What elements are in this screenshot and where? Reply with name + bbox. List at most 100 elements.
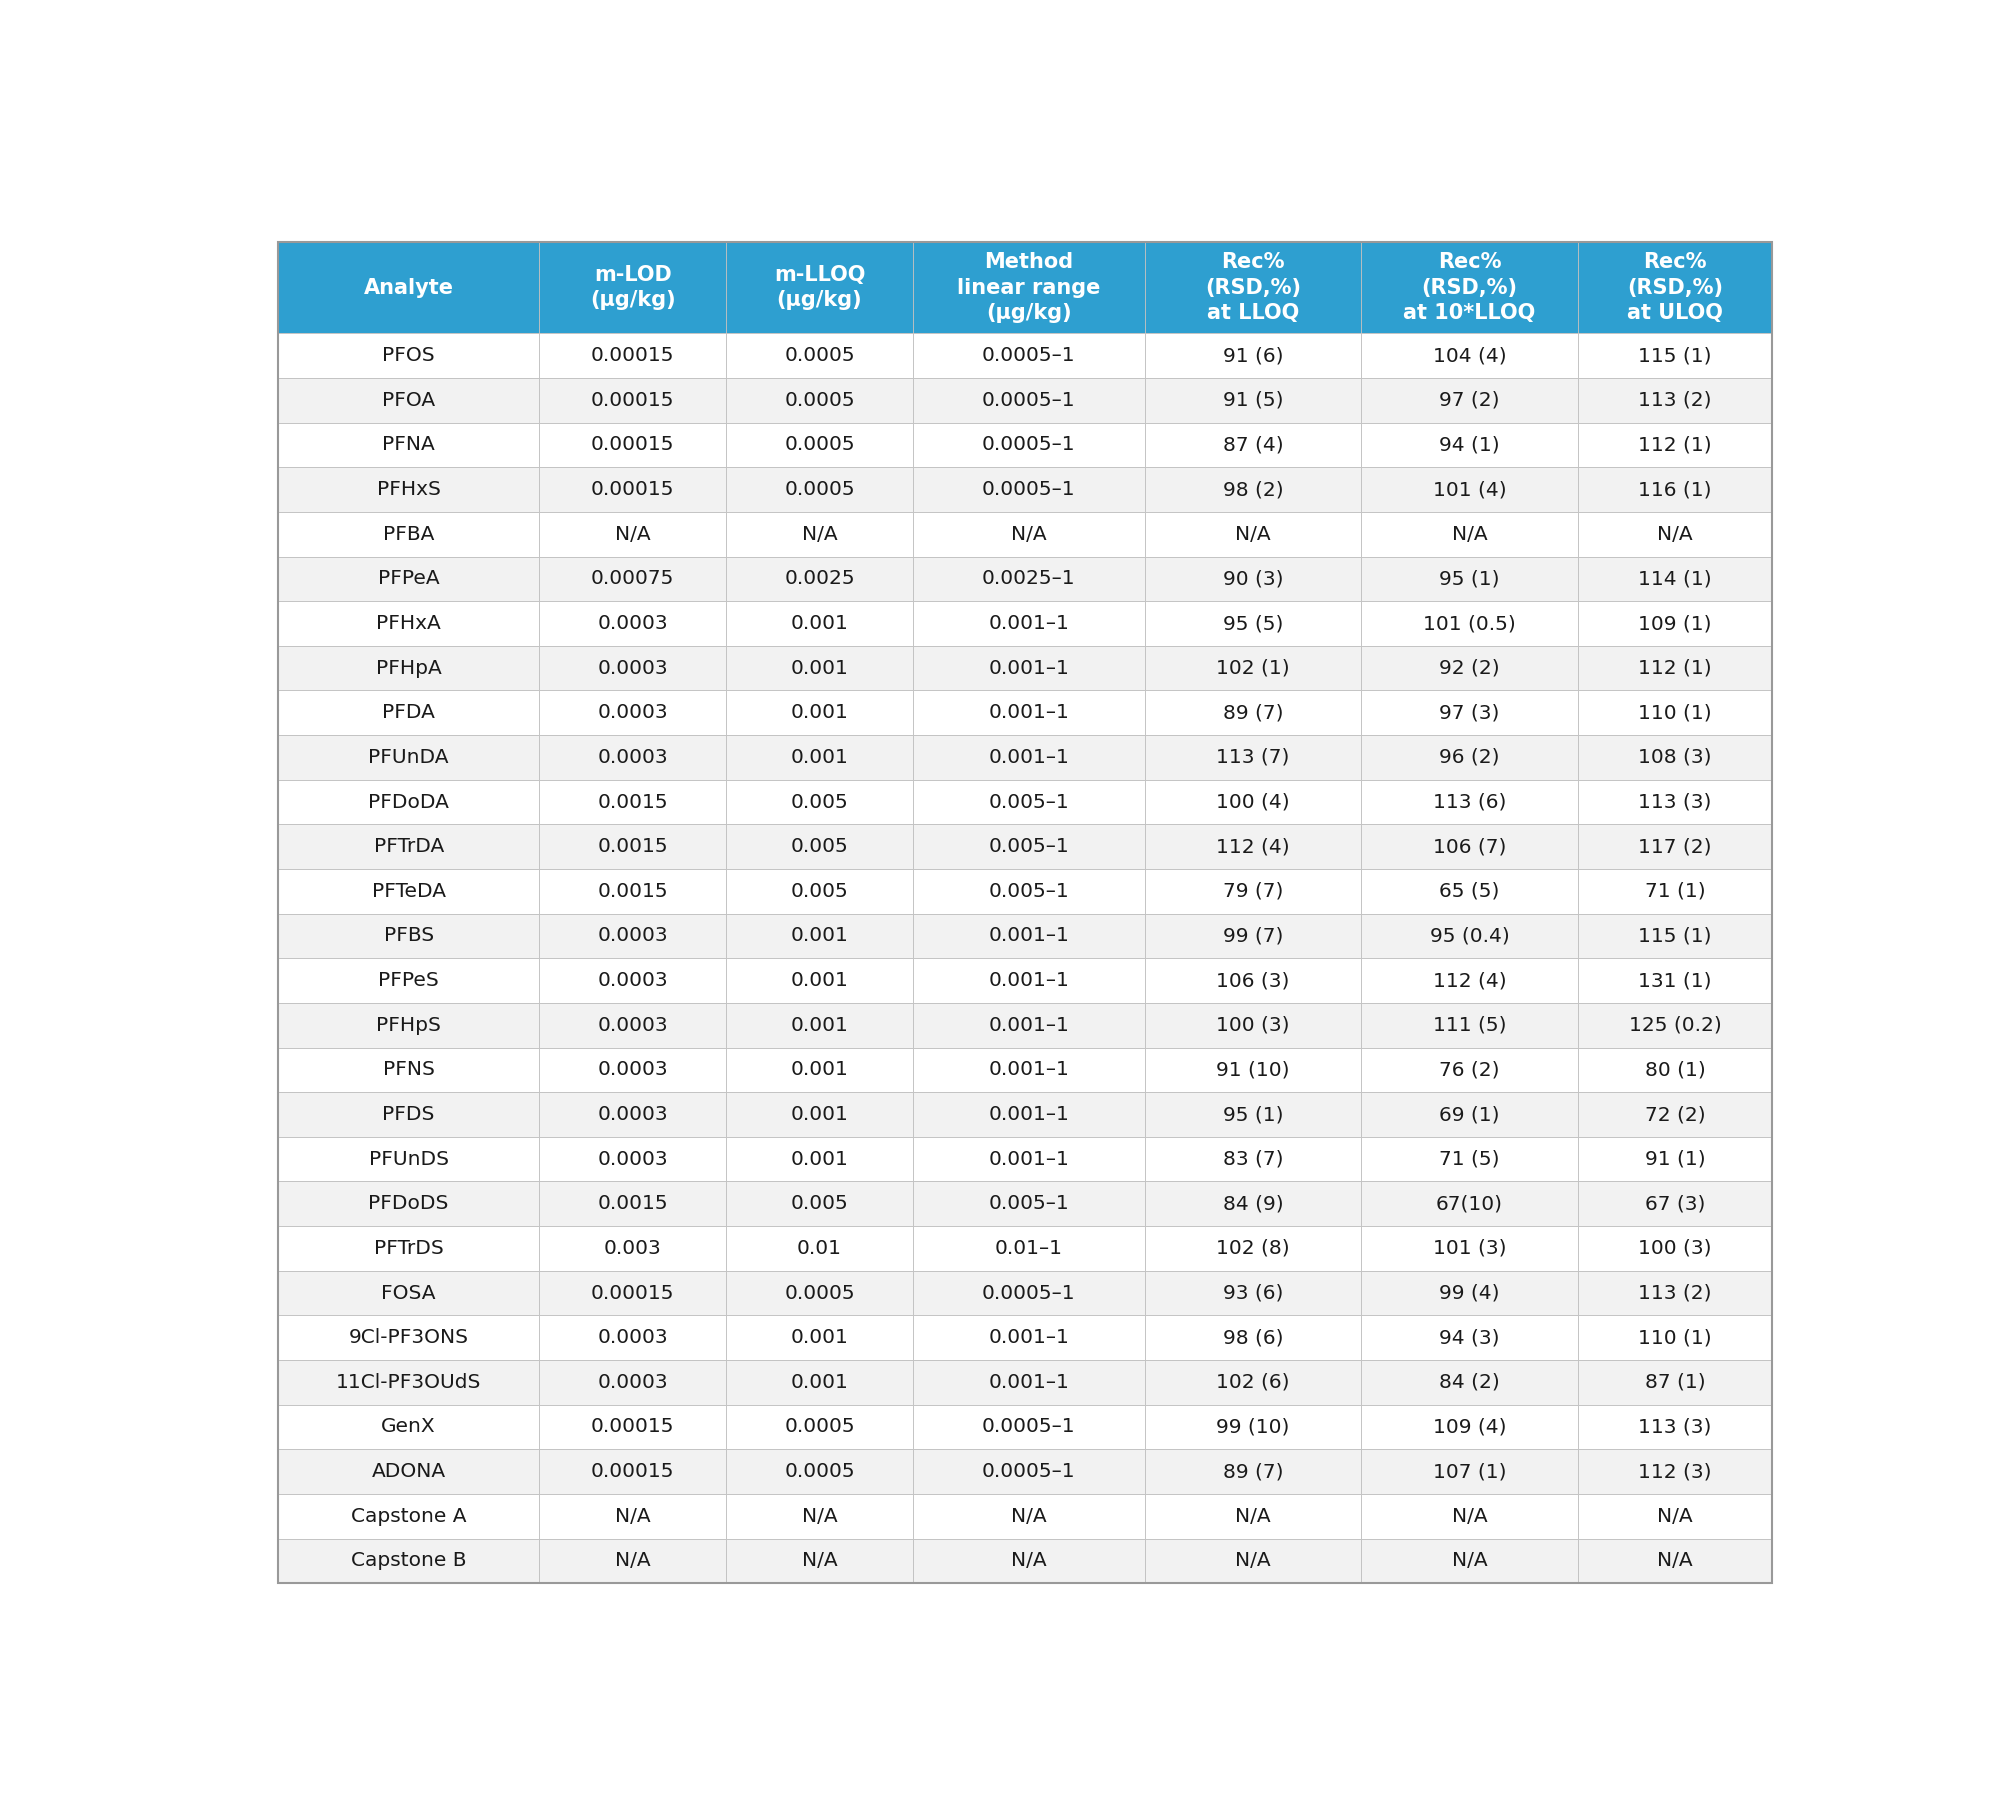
Text: 113 (2): 113 (2) <box>1638 1283 1712 1303</box>
Text: 90 (3): 90 (3) <box>1222 569 1284 589</box>
Bar <box>912 1182 1144 1227</box>
Bar <box>1578 1003 1772 1048</box>
Text: 71 (5): 71 (5) <box>1440 1149 1500 1169</box>
Bar <box>912 1404 1144 1449</box>
Bar <box>1362 735 1578 781</box>
Bar <box>1144 1091 1362 1137</box>
Bar <box>540 824 726 869</box>
Text: 0.0015: 0.0015 <box>598 882 668 902</box>
Bar <box>912 332 1144 378</box>
Bar <box>540 1048 726 1091</box>
Bar <box>1144 557 1362 602</box>
Text: 0.005–1: 0.005–1 <box>988 793 1070 811</box>
Bar <box>1144 1538 1362 1583</box>
Bar <box>540 958 726 1003</box>
Bar <box>540 242 726 332</box>
Bar <box>540 781 726 824</box>
Text: 106 (3): 106 (3) <box>1216 970 1290 990</box>
Bar <box>1578 824 1772 869</box>
Text: 0.001–1: 0.001–1 <box>988 1373 1070 1391</box>
Text: 0.001–1: 0.001–1 <box>988 1328 1070 1348</box>
Bar <box>1578 511 1772 557</box>
Bar <box>1144 242 1362 332</box>
Bar <box>1578 1538 1772 1583</box>
Bar <box>726 468 912 511</box>
Bar <box>1578 645 1772 690</box>
Text: N/A: N/A <box>614 1552 650 1570</box>
Text: 65 (5): 65 (5) <box>1440 882 1500 902</box>
Bar <box>278 1003 540 1048</box>
Text: 0.00015: 0.00015 <box>592 390 674 410</box>
Text: 72 (2): 72 (2) <box>1644 1106 1706 1124</box>
Text: Method
linear range
(µg/kg): Method linear range (µg/kg) <box>958 251 1100 323</box>
Bar <box>278 1449 540 1494</box>
Bar <box>1362 690 1578 735</box>
Text: 0.0003: 0.0003 <box>598 1016 668 1035</box>
Bar <box>1144 1449 1362 1494</box>
Text: 91 (6): 91 (6) <box>1222 347 1284 365</box>
Text: 131 (1): 131 (1) <box>1638 970 1712 990</box>
Text: PFHxS: PFHxS <box>376 481 440 499</box>
Text: 98 (6): 98 (6) <box>1222 1328 1284 1348</box>
Text: PFUnDS: PFUnDS <box>368 1149 448 1169</box>
Text: 91 (10): 91 (10) <box>1216 1061 1290 1079</box>
Text: 95 (1): 95 (1) <box>1440 569 1500 589</box>
Bar <box>726 1003 912 1048</box>
Bar <box>540 557 726 602</box>
Text: 0.0025: 0.0025 <box>784 569 854 589</box>
Bar <box>912 468 1144 511</box>
Bar <box>1144 645 1362 690</box>
Text: 0.001: 0.001 <box>790 703 848 723</box>
Bar <box>912 1494 1144 1538</box>
Text: 0.0003: 0.0003 <box>598 1149 668 1169</box>
Text: 0.01: 0.01 <box>798 1240 842 1258</box>
Text: 0.0015: 0.0015 <box>598 793 668 811</box>
Text: 0.001–1: 0.001–1 <box>988 927 1070 945</box>
Text: 0.005: 0.005 <box>790 1194 848 1212</box>
Text: 106 (7): 106 (7) <box>1432 837 1506 857</box>
Bar <box>726 1361 912 1404</box>
Text: 102 (1): 102 (1) <box>1216 660 1290 678</box>
Bar <box>278 1182 540 1227</box>
Bar <box>726 242 912 332</box>
Bar <box>726 378 912 423</box>
Text: N/A: N/A <box>1010 1507 1046 1525</box>
Text: 113 (3): 113 (3) <box>1638 793 1712 811</box>
Text: 0.001–1: 0.001–1 <box>988 1061 1070 1079</box>
Text: 80 (1): 80 (1) <box>1644 1061 1706 1079</box>
Text: 0.0025–1: 0.0025–1 <box>982 569 1076 589</box>
Text: PFNA: PFNA <box>382 435 436 455</box>
Bar <box>540 1315 726 1361</box>
Text: N/A: N/A <box>1658 524 1692 544</box>
Bar <box>726 914 912 958</box>
Text: 0.00015: 0.00015 <box>592 1462 674 1482</box>
Text: PFPeA: PFPeA <box>378 569 440 589</box>
Text: 112 (3): 112 (3) <box>1638 1462 1712 1482</box>
Bar <box>1362 1227 1578 1270</box>
Text: N/A: N/A <box>1236 524 1270 544</box>
Bar <box>912 242 1144 332</box>
Text: Capstone B: Capstone B <box>350 1552 466 1570</box>
Bar <box>1362 602 1578 645</box>
Bar <box>1578 1182 1772 1227</box>
Text: 95 (0.4): 95 (0.4) <box>1430 927 1510 945</box>
Text: 0.005–1: 0.005–1 <box>988 882 1070 902</box>
Text: PFNS: PFNS <box>382 1061 434 1079</box>
Text: PFBS: PFBS <box>384 927 434 945</box>
Text: Capstone A: Capstone A <box>350 1507 466 1525</box>
Bar <box>1578 1137 1772 1182</box>
Text: 114 (1): 114 (1) <box>1638 569 1712 589</box>
Text: 111 (5): 111 (5) <box>1432 1016 1506 1035</box>
Bar <box>1144 781 1362 824</box>
Text: 67(10): 67(10) <box>1436 1194 1504 1212</box>
Text: 97 (2): 97 (2) <box>1440 390 1500 410</box>
Bar <box>1362 645 1578 690</box>
Bar <box>278 557 540 602</box>
Text: 112 (1): 112 (1) <box>1638 435 1712 455</box>
Text: 0.0005: 0.0005 <box>784 1417 854 1437</box>
Bar <box>278 1091 540 1137</box>
Text: N/A: N/A <box>802 1507 838 1525</box>
Text: 89 (7): 89 (7) <box>1222 1462 1284 1482</box>
Bar <box>1144 690 1362 735</box>
Text: Rec%
(RSD,%)
at LLOQ: Rec% (RSD,%) at LLOQ <box>1204 251 1300 323</box>
